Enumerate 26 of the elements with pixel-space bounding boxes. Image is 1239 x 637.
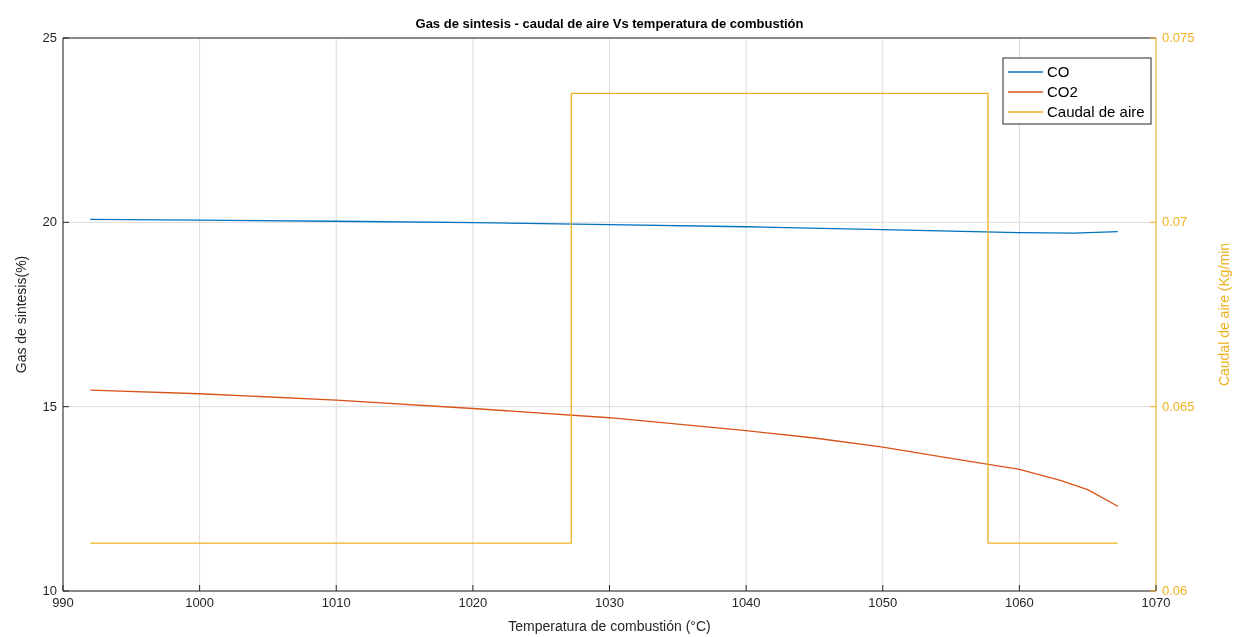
legend-label: CO2: [1047, 83, 1078, 100]
legend-label: Caudal de aire: [1047, 103, 1145, 120]
x-tick-label: 1050: [868, 595, 898, 610]
x-axis-title: Temperatura de combustión (°C): [508, 618, 711, 634]
x-tick-label: 1010: [321, 595, 351, 610]
x-tick-label: 1040: [731, 595, 761, 610]
x-tick-label: 1070: [1141, 595, 1171, 610]
y-tick-label: 15: [42, 398, 57, 414]
chart-title: Gas de sintesis - caudal de aire Vs temperatura de combustión: [415, 16, 804, 31]
y2-tick-label: 0.07: [1162, 214, 1188, 230]
y2-tick-label: 0.065: [1162, 398, 1195, 414]
legend-label: CO: [1047, 63, 1070, 80]
line-series: [89, 218, 1119, 234]
y-tick-label: 20: [42, 214, 57, 230]
y-axis-title: Gas de sintesis(%): [13, 255, 29, 374]
y2-tick-label: 0.075: [1162, 30, 1195, 45]
line-series: [89, 389, 1119, 507]
y-tick-label: 25: [42, 30, 57, 45]
x-tick-label: 1020: [458, 595, 488, 610]
x-tick-label: 990: [52, 595, 74, 610]
y2-tick-label: 0.06: [1162, 583, 1188, 598]
y-tick-label: 10: [42, 583, 57, 598]
x-tick-label: 1060: [1004, 595, 1034, 610]
x-tick-label: 1000: [185, 595, 215, 610]
x-tick-label: 1030: [595, 595, 624, 610]
y2-axis-title: Caudal de aire (Kg/min: [1216, 242, 1232, 387]
